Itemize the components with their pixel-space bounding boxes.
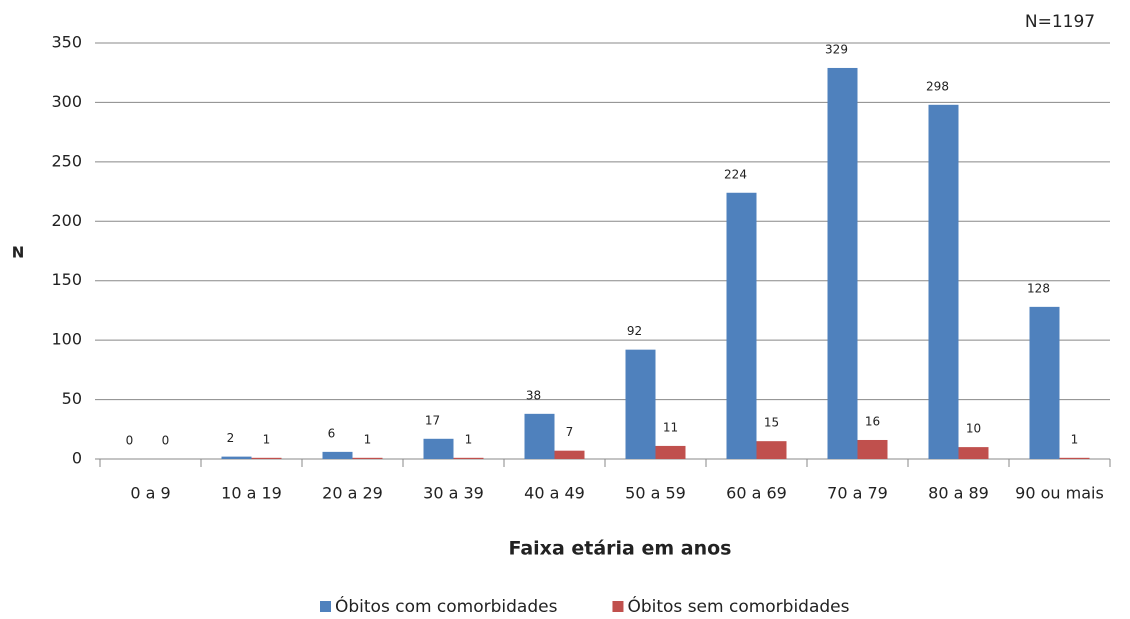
bar — [554, 450, 585, 459]
value-label: 2 — [227, 431, 235, 445]
bar — [524, 413, 555, 459]
x-tick-label: 0 a 9 — [130, 484, 170, 503]
legend-swatch — [612, 601, 624, 612]
value-label: 38 — [526, 388, 541, 402]
y-tick-label: 200 — [51, 211, 82, 230]
bar — [756, 441, 787, 459]
bar — [958, 447, 989, 459]
bar — [322, 451, 353, 459]
y-tick-label: 150 — [51, 270, 82, 289]
y-tick-label: 50 — [62, 389, 82, 408]
value-label: 0 — [126, 434, 134, 448]
value-label: 1 — [263, 432, 271, 446]
bar — [1029, 306, 1060, 459]
x-tick-label: 70 a 79 — [827, 484, 888, 503]
value-label: 1 — [1071, 432, 1079, 446]
value-label: 92 — [627, 324, 642, 338]
x-tick-label: 60 a 69 — [726, 484, 787, 503]
value-label: 6 — [328, 426, 336, 440]
value-label: 298 — [926, 79, 949, 93]
legend-label: Óbitos com comorbidades — [335, 595, 558, 617]
value-label: 7 — [566, 425, 574, 439]
y-tick-label: 300 — [51, 92, 82, 111]
annotation: N=1197 — [1025, 12, 1095, 32]
bar — [625, 349, 656, 459]
bar — [827, 67, 858, 460]
value-label: 0 — [162, 434, 170, 448]
x-tick-label: 30 a 39 — [423, 484, 484, 503]
bar — [352, 457, 383, 459]
x-tick-label: 40 a 49 — [524, 484, 585, 503]
y-tick-label: 100 — [51, 330, 82, 349]
y-axis-label: N — [12, 244, 25, 262]
value-label: 10 — [966, 422, 981, 436]
legend-label: Óbitos sem comorbidades — [627, 595, 849, 617]
value-label: 16 — [865, 414, 880, 428]
value-label: 17 — [425, 413, 440, 427]
bar — [857, 439, 888, 459]
legend-swatch — [320, 601, 331, 612]
y-tick-label: 0 — [72, 449, 82, 468]
value-label: 329 — [825, 42, 848, 56]
y-tick-label: 250 — [51, 151, 82, 170]
bar — [726, 192, 757, 459]
value-label: 128 — [1027, 281, 1050, 295]
y-tick-label: 350 — [51, 33, 82, 52]
value-label: 15 — [764, 416, 779, 430]
bar — [453, 457, 484, 459]
bar — [1059, 457, 1090, 459]
x-tick-label: 20 a 29 — [322, 484, 383, 503]
value-label: 224 — [724, 167, 747, 181]
bar — [928, 104, 959, 459]
x-tick-label: 10 a 19 — [221, 484, 282, 503]
bar — [423, 438, 454, 459]
x-tick-label: 90 ou mais — [1015, 484, 1104, 503]
bar — [251, 457, 282, 459]
value-label: 1 — [364, 432, 372, 446]
x-tick-label: 50 a 59 — [625, 484, 686, 503]
x-tick-label: 80 a 89 — [928, 484, 989, 503]
value-label: 11 — [663, 420, 678, 434]
x-axis-label: Faixa etária em anos — [508, 538, 731, 560]
value-label: 1 — [465, 432, 473, 446]
bar — [655, 445, 686, 459]
bar — [221, 456, 252, 459]
